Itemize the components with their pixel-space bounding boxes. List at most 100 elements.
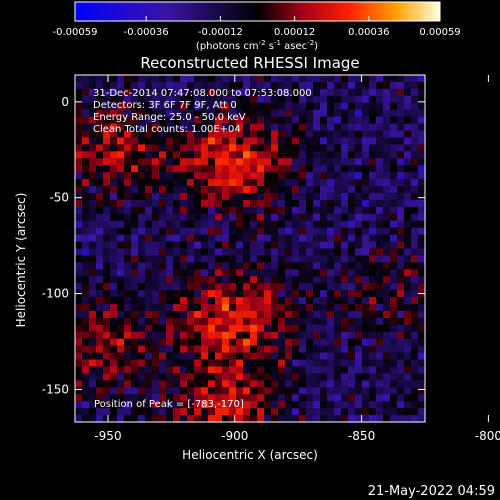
heatmap-cell [222,241,230,250]
heatmap-cell [355,144,363,152]
heatmap-cell [110,95,118,104]
heatmap-cell [257,158,265,166]
heatmap-cell [243,206,251,215]
heatmap-cell [89,304,97,312]
heatmap-cell [194,95,202,104]
heatmap-cell [166,366,174,375]
heatmap-cell [180,304,188,312]
heatmap-cell [250,172,258,180]
heatmap-cell [418,241,426,250]
heatmap-cell [152,137,160,145]
heatmap-cell [348,199,356,208]
observation-info: 31-Dec-2014 07:47:08.000 to 07:53:08.000… [93,88,312,135]
heatmap-cell [334,172,342,180]
heatmap-cell [292,206,300,215]
heatmap-cell [117,310,125,319]
heatmap-cell [96,345,104,354]
heatmap-cell [278,304,286,312]
heatmap-cell [222,387,230,395]
heatmap-cell [138,276,146,284]
heatmap-cell [243,234,251,243]
chart-title: Reconstructed RHESSI Image [140,54,359,72]
heatmap-cell [215,255,223,263]
heatmap-cell [173,269,181,277]
heatmap-cell [96,290,104,298]
heatmap-cell [250,158,258,166]
heatmap-cell [250,75,258,83]
heatmap-cell [306,276,314,284]
heatmap-cell [89,241,97,250]
heatmap-cell [222,324,230,333]
heatmap-cell [208,345,216,354]
heatmap-cell [250,241,258,250]
heatmap-cell [264,144,272,152]
heatmap-cell [208,269,216,277]
heatmap-cell [243,380,251,388]
heatmap-cell [236,227,244,236]
heatmap-cell [138,401,146,409]
heatmap-cell [383,165,391,173]
colorbar-tick-label: -0.00036 [124,27,169,38]
heatmap-cell [236,199,244,208]
heatmap-cell [194,415,202,423]
heatmap-cell [334,88,342,97]
heatmap-cell [320,95,328,104]
heatmap-cell [96,81,104,90]
heatmap-cell [257,401,265,409]
heatmap-cell [159,199,167,208]
heatmap-cell [271,283,279,291]
heatmap-cell [341,338,349,347]
heatmap-cell [271,304,279,312]
heatmap-cell [187,130,195,139]
heatmap-cell [250,297,258,305]
heatmap-cell [341,290,349,298]
heatmap-cell [299,151,307,159]
heatmap-cell [103,172,111,180]
heatmap-cell [117,380,125,388]
heatmap-cell [152,255,160,263]
heatmap-cell [215,241,223,250]
heatmap-cell [96,304,104,312]
heatmap-cell [201,227,209,236]
heatmap-cell [124,331,132,340]
heatmap-cell [229,137,237,145]
heatmap-cell [271,75,279,83]
heatmap-cell [397,373,405,381]
heatmap-cell [124,130,132,139]
heatmap-cell [117,186,125,194]
heatmap-cell [201,123,209,132]
heatmap-cell [145,248,153,257]
heatmap-cell [236,345,244,354]
heatmap-cell [166,276,174,284]
heatmap-cell [334,310,342,319]
heatmap-cell [180,394,188,402]
heatmap-cell [292,373,300,381]
heatmap-cell [187,179,195,187]
heatmap-cell [89,338,97,347]
heatmap-cell [82,172,90,180]
heatmap-cell [243,387,251,395]
heatmap-cell [369,283,377,291]
heatmap-cell [313,165,321,173]
heatmap-cell [208,172,216,180]
heatmap-cell [257,95,265,104]
heatmap-cell [159,172,167,180]
heatmap-cell [278,317,286,326]
heatmap-cell [313,276,321,284]
heatmap-cell [236,317,244,326]
heatmap-cell [292,186,300,194]
heatmap-cell [103,144,111,152]
heatmap-cell [208,290,216,298]
heatmap-cell [96,95,104,104]
heatmap-cell [369,276,377,284]
heatmap-cell [285,123,293,132]
heatmap-cell [383,380,391,388]
heatmap-cell [313,352,321,361]
heatmap-cell [173,88,181,97]
heatmap-cell [222,380,230,388]
heatmap-cell [173,186,181,194]
heatmap-cell [418,227,426,236]
heatmap-cell [173,290,181,298]
heatmap-cell [362,415,370,423]
heatmap-cell [320,317,328,326]
